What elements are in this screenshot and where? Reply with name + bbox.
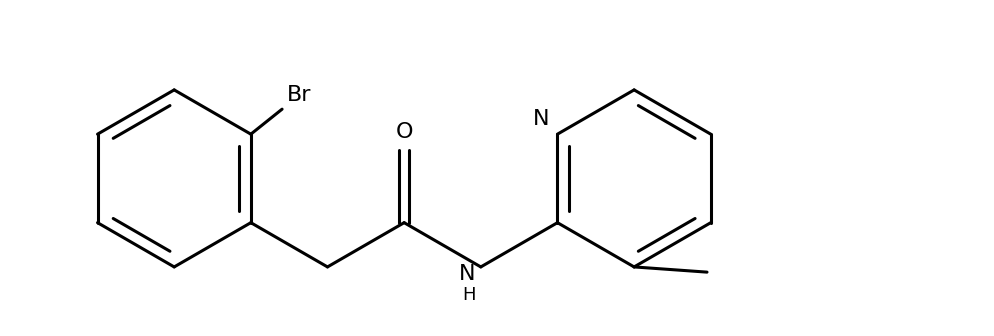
Text: O: O — [396, 123, 413, 142]
Text: N: N — [533, 109, 549, 129]
Text: H: H — [462, 286, 475, 304]
Text: Br: Br — [287, 85, 312, 105]
Text: N: N — [459, 264, 475, 284]
